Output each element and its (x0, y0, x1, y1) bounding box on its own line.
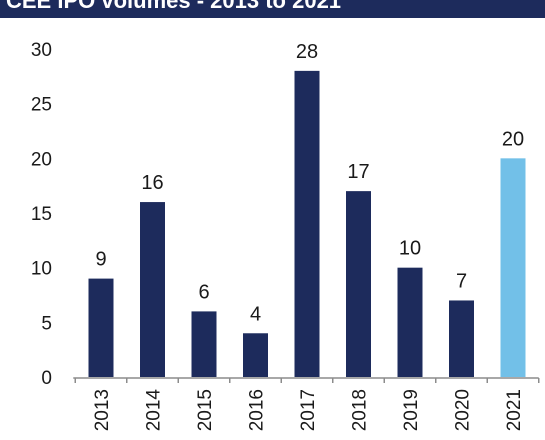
bar (294, 70, 320, 377)
y-tick-label: 0 (41, 368, 52, 389)
y-tick-label: 30 (31, 40, 52, 61)
bar (191, 311, 217, 377)
data-label: 9 (95, 249, 106, 271)
bar (346, 191, 371, 377)
data-label: 16 (141, 172, 163, 194)
bar (397, 267, 423, 377)
y-tick-label: 25 (31, 95, 52, 116)
x-tick-label: 2017 (298, 389, 319, 431)
data-label: 4 (250, 303, 261, 325)
x-tick-label: 2013 (92, 389, 113, 431)
y-tick-label: 10 (31, 259, 52, 280)
data-label: 10 (399, 238, 421, 260)
data-label: 20 (502, 128, 524, 150)
bar (243, 333, 268, 377)
title-banner: CEE IPO volumes - 2013 to 2021 (0, 0, 545, 18)
x-tick-label: 2019 (401, 389, 422, 431)
bar (449, 300, 474, 377)
x-tick-label: 2015 (195, 389, 216, 431)
data-label: 7 (456, 270, 467, 292)
x-tick-label: 2021 (504, 389, 525, 431)
data-label: 17 (347, 161, 369, 183)
bar (140, 202, 165, 377)
y-tick-label: 20 (31, 149, 52, 170)
bar (500, 158, 526, 377)
y-tick-label: 15 (31, 204, 52, 225)
x-tick-label: 2014 (144, 389, 165, 432)
y-tick-label: 5 (41, 313, 52, 334)
data-label: 6 (198, 281, 209, 303)
data-label: 28 (296, 41, 318, 63)
x-tick-label: 2018 (350, 389, 371, 431)
x-tick-label: 2016 (247, 389, 268, 431)
bar (88, 278, 114, 377)
x-tick-label: 2020 (453, 389, 474, 431)
chart-title: CEE IPO volumes - 2013 to 2021 (6, 0, 342, 13)
